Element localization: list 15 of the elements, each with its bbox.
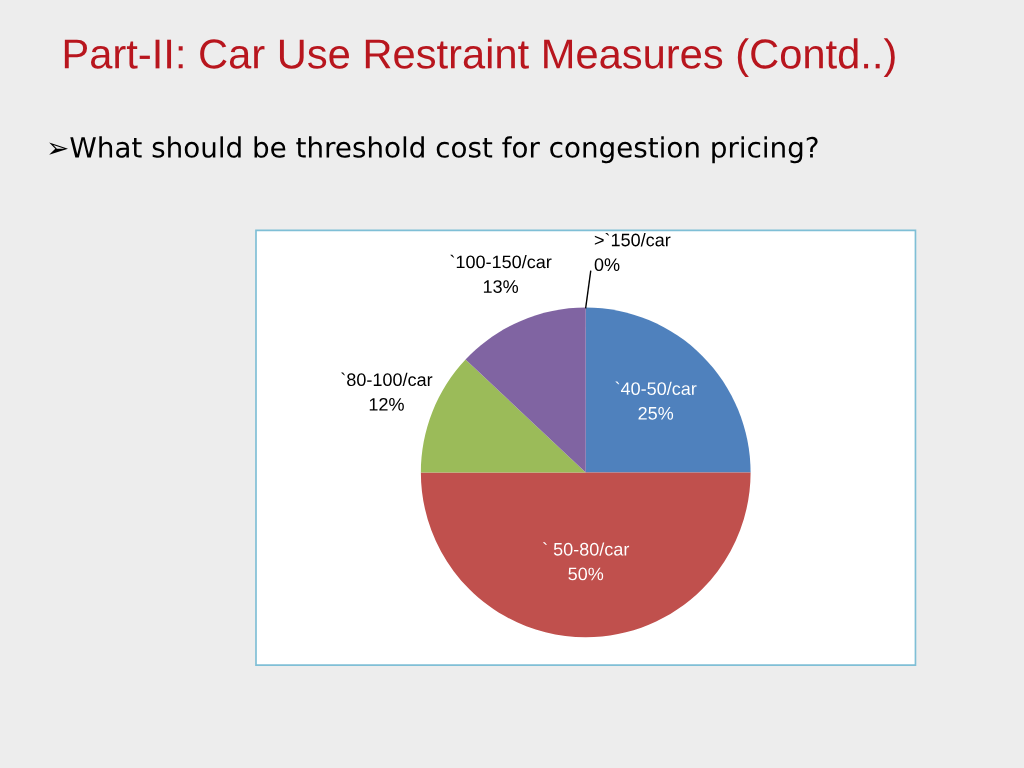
chart-title: Part-II: Car Use Restraint Measures (Contd..) <box>64 38 895 77</box>
text: 0% <box>594 258 620 272</box>
slice-label: `40-50/car <box>615 381 697 396</box>
data-label: 13% <box>483 280 519 293</box>
data-label: 50% <box>568 567 604 581</box>
data-label: 12% <box>369 397 404 411</box>
slice-label: `100-150/car <box>450 254 552 269</box>
pie-slice <box>585 307 751 473</box>
pie-slice <box>420 472 751 638</box>
slice-label: ` 50-80/car <box>543 542 630 556</box>
data-label: 25% <box>638 406 674 420</box>
category-label: >`150/car <box>594 232 671 247</box>
pie-slice <box>465 307 586 473</box>
chart-subtitle: ➢What should be threshold cost for congestion pricing? <box>49 136 818 164</box>
slice-label: `80-100/car <box>341 372 433 387</box>
